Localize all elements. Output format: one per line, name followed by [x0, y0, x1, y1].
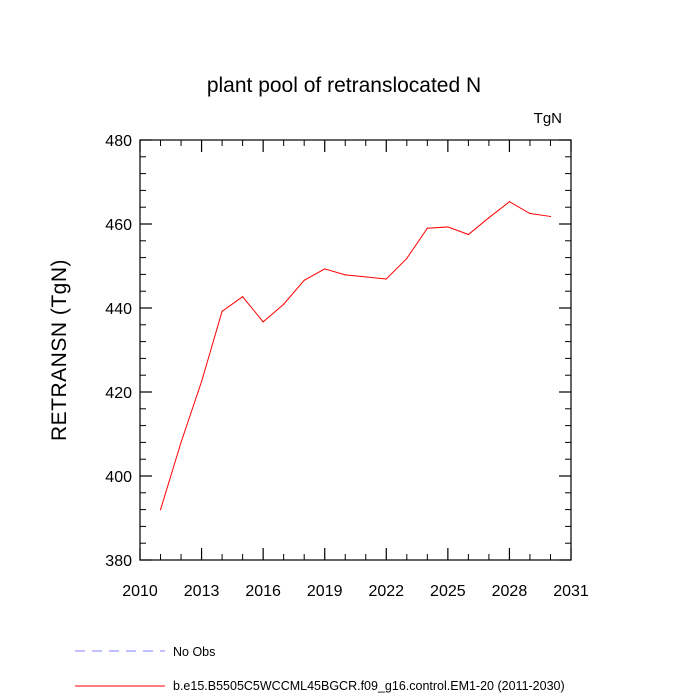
x-tick-label: 2031 — [553, 583, 589, 600]
x-tick-label: 2013 — [184, 583, 220, 600]
tick-labels-layer: 2010 2013 2016 2019 2022 2025 2028 2031 380 400 42… — [105, 133, 589, 600]
legend-label-model: b.e15.B5505C5WCCML45BGCR.f09_g16.control… — [173, 679, 565, 693]
x-tick-label: 2019 — [307, 583, 343, 600]
y-tick-label: 420 — [105, 385, 132, 402]
units-label: TgN — [534, 110, 562, 127]
y-tick-label: 440 — [105, 301, 132, 318]
x-tick-label: 2028 — [492, 583, 528, 600]
legend-label-no-obs: No Obs — [173, 645, 215, 659]
chart-title: plant pool of retranslocated N — [207, 74, 481, 97]
data-point — [200, 380, 203, 383]
data-point — [508, 201, 511, 203]
data-point — [447, 226, 449, 228]
y-axis-label: RETRANSN (TgN) — [48, 259, 71, 441]
data-point — [385, 278, 387, 280]
data-point — [303, 279, 305, 281]
data-point — [426, 227, 428, 229]
series-layer — [159, 201, 552, 511]
data-point — [467, 233, 469, 236]
plot-frame — [139, 139, 572, 561]
x-tick-label: 2022 — [368, 583, 404, 600]
data-point — [529, 212, 531, 215]
data-point — [365, 276, 367, 278]
series-line-0 — [160, 201, 551, 510]
x-tick-label: 2025 — [430, 583, 466, 600]
data-point — [549, 215, 552, 218]
data-point — [324, 268, 326, 270]
x-tick-label: 2016 — [245, 583, 281, 600]
data-point — [221, 310, 223, 312]
y-tick-label: 380 — [105, 553, 132, 570]
data-point — [159, 509, 162, 511]
ticks-layer — [139, 139, 572, 561]
data-point — [283, 303, 285, 305]
data-point — [262, 321, 264, 323]
data-point — [242, 296, 244, 298]
y-tick-label: 480 — [105, 133, 132, 150]
x-tick-label: 2010 — [122, 583, 158, 600]
data-point — [406, 257, 408, 260]
legend: No Obs b.e15.B5505C5WCCML45BGCR.f09_g16.… — [75, 645, 565, 693]
data-point — [344, 274, 346, 276]
data-point — [180, 441, 182, 443]
data-point — [488, 217, 490, 219]
y-tick-label: 400 — [105, 469, 132, 486]
y-tick-label: 460 — [105, 217, 132, 234]
